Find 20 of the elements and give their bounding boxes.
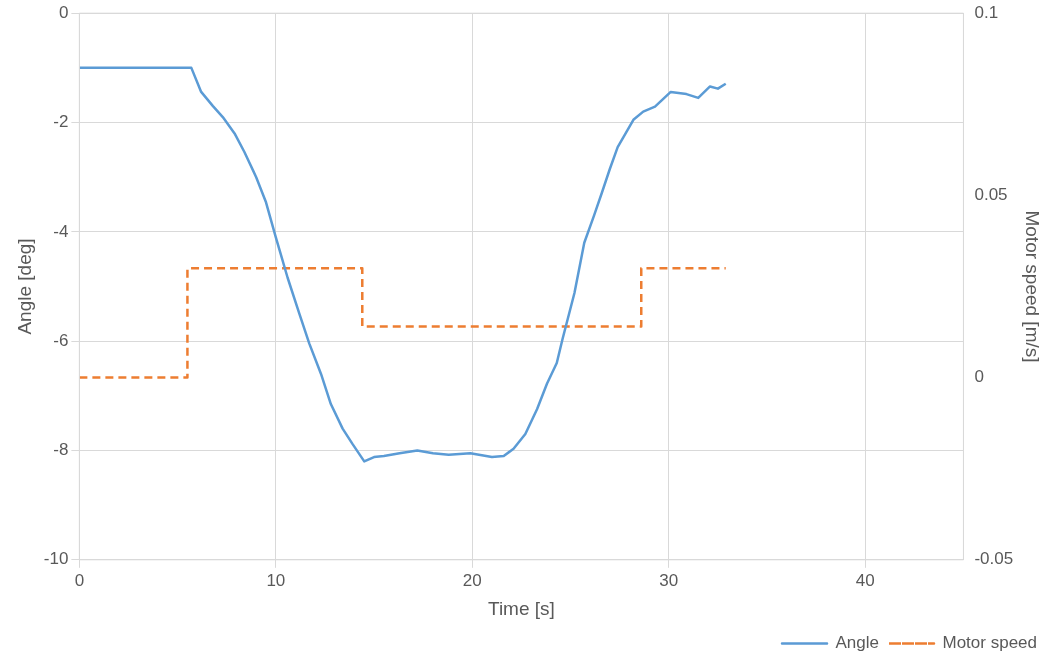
y2-tick-label: 0.05 <box>974 185 1008 205</box>
y2-tick-label: 0.1 <box>974 2 999 22</box>
x-tick-label: 20 <box>462 570 482 590</box>
x-axis-title: Time [s] <box>487 597 555 619</box>
y2-tick-label: 0 <box>974 367 984 387</box>
y-tick-label: -10 <box>43 549 69 569</box>
y-tick-label: -4 <box>53 221 69 241</box>
x-tick-label: 10 <box>266 570 286 590</box>
y-axis-title: Angle [deg] <box>13 238 35 335</box>
y-tick-label: -6 <box>53 330 69 350</box>
y-tick-label: -8 <box>53 440 69 460</box>
y2-axis-title: Motor speed [m/s] <box>1022 210 1044 363</box>
x-tick-label: 40 <box>855 570 875 590</box>
y-tick-label: -2 <box>53 112 69 132</box>
legend-label: Motor speed <box>942 633 1037 653</box>
y2-tick-label: -0.05 <box>974 549 1014 569</box>
x-tick-label: 0 <box>74 570 85 590</box>
legend-label: Angle <box>835 633 880 653</box>
x-tick-label: 30 <box>659 570 679 590</box>
y-tick-label: 0 <box>58 2 69 22</box>
